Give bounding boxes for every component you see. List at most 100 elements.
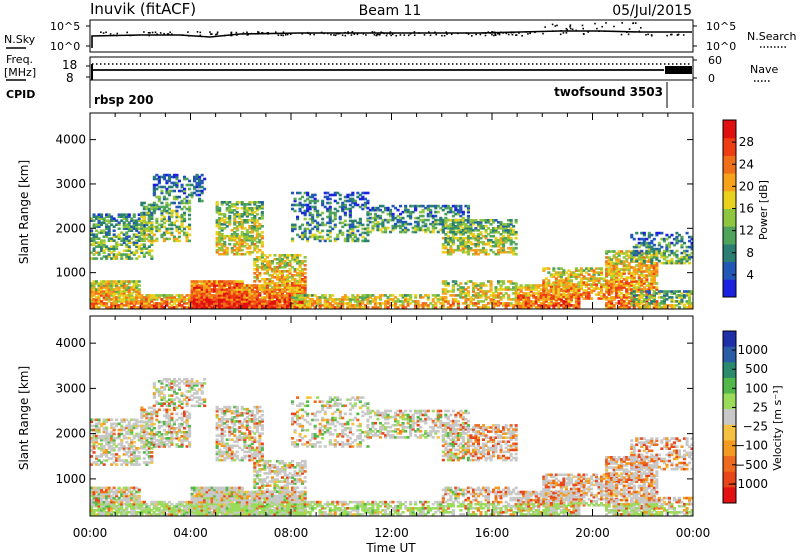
heatmap-cell <box>110 247 114 250</box>
nsearch-point <box>446 33 448 35</box>
heatmap-cell <box>517 288 521 291</box>
heatmap-cell <box>630 280 634 283</box>
heatmap-cell <box>100 231 104 234</box>
heatmap-cell <box>439 296 443 299</box>
heatmap-cell <box>564 283 568 286</box>
heatmap-cell <box>175 300 179 303</box>
heatmap-cell <box>167 217 171 221</box>
heatmap-cell <box>180 223 184 227</box>
heatmap-cell <box>170 211 174 215</box>
heatmap-cell <box>175 185 179 189</box>
heatmap-cell <box>172 181 176 185</box>
heatmap-cell <box>275 278 279 281</box>
heatmap-cell <box>225 290 229 293</box>
nsearch-point <box>556 24 558 27</box>
heatmap-cell <box>464 288 468 291</box>
heatmap-cell <box>296 298 300 301</box>
heatmap-cell <box>140 306 144 309</box>
heatmap-cell <box>132 290 136 293</box>
heatmap-cell <box>311 215 315 219</box>
heatmap-cell <box>298 278 302 281</box>
heatmap-cell <box>208 292 212 295</box>
nsearch-label: N.Search <box>747 30 797 43</box>
heatmap-cell <box>341 306 345 309</box>
heatmap-cell <box>127 302 131 305</box>
heatmap-cell <box>494 227 498 230</box>
heatmap-cell <box>459 233 463 236</box>
heatmap-cell <box>469 229 473 232</box>
heatmap-cell <box>431 300 435 303</box>
heatmap-cell <box>637 290 641 293</box>
heatmap-cell <box>250 300 254 303</box>
heatmap-cell <box>617 286 621 289</box>
heatmap-cell <box>120 290 124 293</box>
heatmap-cell <box>577 295 581 298</box>
heatmap-cell <box>615 278 619 281</box>
heatmap-cell <box>263 296 267 299</box>
heatmap-cell <box>238 302 242 305</box>
heatmap-cell <box>338 306 342 309</box>
heatmap-cell <box>356 225 360 229</box>
heatmap-cell <box>155 205 159 209</box>
heatmap-cell <box>140 243 144 246</box>
heatmap-cell <box>439 220 443 224</box>
heatmap-cell <box>291 266 295 269</box>
nsearch-point <box>515 34 518 36</box>
heatmap-cell <box>464 294 468 297</box>
heatmap-cell <box>225 225 229 228</box>
nsearch-point <box>284 34 287 36</box>
heatmap-cell <box>449 226 453 230</box>
nsearch-point <box>521 35 523 37</box>
heatmap-cell <box>384 294 388 297</box>
heatmap-cell <box>150 203 154 207</box>
heatmap-cell <box>328 205 332 209</box>
heatmap-cell <box>431 220 435 224</box>
heatmap-cell <box>298 294 302 297</box>
heatmap-cell <box>620 292 624 295</box>
heatmap-cell <box>622 286 626 289</box>
heatmap-cell <box>466 238 470 242</box>
heatmap-cell <box>471 302 475 305</box>
heatmap-cell <box>559 279 563 282</box>
heatmap-cell <box>441 298 445 301</box>
heatmap-cell <box>647 286 651 289</box>
heatmap-cell <box>353 239 357 243</box>
heatmap-cell <box>210 306 214 309</box>
heatmap-cell <box>245 290 249 293</box>
heatmap-cell <box>514 242 518 246</box>
heatmap-cell <box>647 290 651 293</box>
heatmap-cell <box>557 281 561 284</box>
heatmap-cell <box>303 298 307 301</box>
heatmap-cell <box>265 278 269 281</box>
heatmap-cell <box>492 234 496 238</box>
heatmap-cell <box>248 238 252 242</box>
heatmap-cell <box>632 272 636 275</box>
heatmap-cell <box>662 251 666 255</box>
heatmap-cell <box>167 298 171 301</box>
heatmap-cell <box>497 304 501 307</box>
heatmap-cell <box>527 294 531 297</box>
heatmap-cell <box>627 270 631 273</box>
heatmap-cell <box>235 225 239 228</box>
heatmap-cell <box>572 306 576 309</box>
heatmap-cell <box>331 227 335 231</box>
heatmap-cell <box>208 294 212 297</box>
heatmap-cell <box>188 217 192 221</box>
heatmap-cell <box>313 219 317 223</box>
nsearch-point <box>235 31 238 34</box>
heatmap-cell <box>401 306 405 309</box>
heatmap-cell <box>527 298 531 301</box>
heatmap-cell <box>469 233 473 236</box>
heatmap-cell <box>456 284 460 287</box>
heatmap-cell <box>208 286 212 289</box>
heatmap-cell <box>544 281 548 284</box>
heatmap-cell <box>449 250 453 254</box>
nsearch-point <box>569 25 571 28</box>
heatmap-cell <box>301 272 305 275</box>
heatmap-cell <box>105 257 109 260</box>
heatmap-cell <box>652 255 656 259</box>
heatmap-cell <box>218 306 222 309</box>
heatmap-cell <box>105 288 109 291</box>
heatmap-cell <box>326 209 330 213</box>
heatmap-cell <box>135 239 139 242</box>
